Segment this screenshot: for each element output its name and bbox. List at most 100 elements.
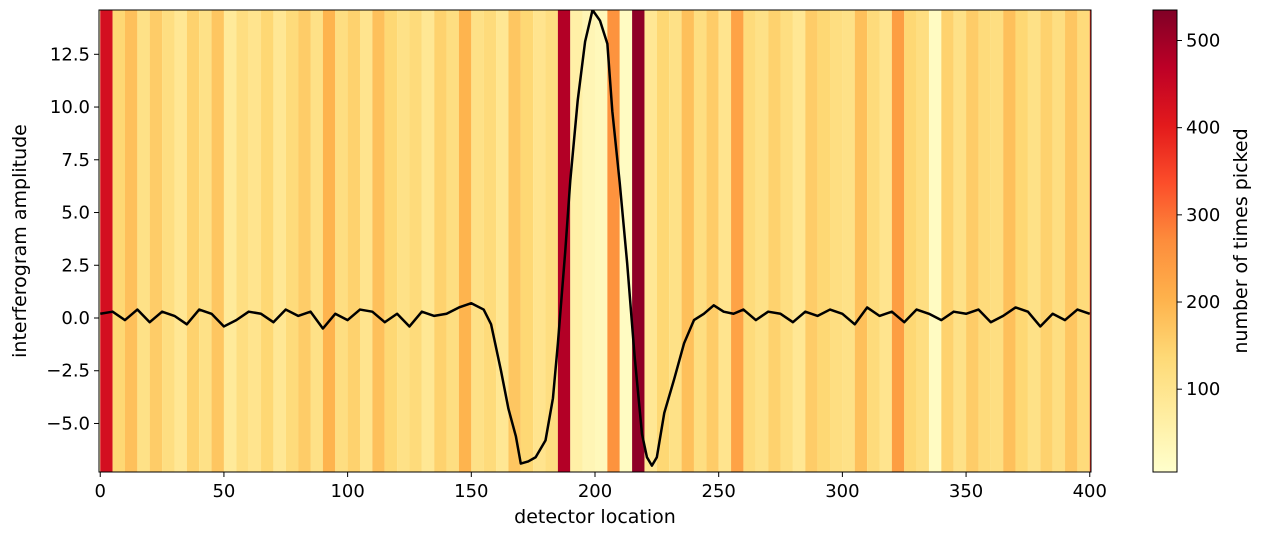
heat-stripe <box>780 10 793 472</box>
heat-stripe <box>879 10 892 472</box>
heat-stripe <box>124 10 138 472</box>
heat-stripe <box>1089 10 1091 472</box>
heat-stripe <box>174 10 187 472</box>
heat-stripe <box>137 10 150 472</box>
heat-stripes <box>100 10 1091 472</box>
heat-stripe <box>978 10 991 472</box>
heat-stripe <box>322 10 336 472</box>
heat-stripe <box>273 10 286 472</box>
x-tick-label: 350 <box>949 481 983 502</box>
colorbar-tick-label: 200 <box>1186 292 1220 313</box>
heat-stripe <box>755 10 769 472</box>
y-tick-label: 12.5 <box>50 44 90 65</box>
heat-stripe <box>595 10 608 472</box>
heat-stripe <box>805 10 818 472</box>
heat-stripe <box>533 10 546 472</box>
heat-stripe <box>582 10 595 472</box>
colorbar: 100 200 300 400 500 number of times picked <box>1152 9 1252 473</box>
heat-stripe <box>310 10 323 472</box>
plot-area <box>98 9 1092 473</box>
heat-stripe <box>953 10 967 472</box>
colorbar-gradient <box>1152 9 1178 473</box>
y-tick-label: 7.5 <box>61 150 90 171</box>
heat-stripe <box>508 10 521 472</box>
heat-stripe <box>557 10 571 472</box>
heat-stripe <box>706 10 719 472</box>
heat-stripe <box>298 10 311 472</box>
heat-stripe <box>867 10 880 472</box>
heat-stripe <box>446 10 459 472</box>
y-tick-label: 0.0 <box>61 308 90 329</box>
heat-stripe <box>731 10 744 472</box>
heat-stripe <box>372 10 385 472</box>
heat-stripe <box>644 10 657 472</box>
heat-stripe <box>966 10 979 472</box>
colorbar-tick-label: 100 <box>1186 379 1220 400</box>
heat-stripe <box>830 10 843 472</box>
interferogram-line <box>100 10 1091 467</box>
heat-stripe <box>842 10 855 472</box>
x-tick-label: 0 <box>95 481 106 502</box>
heat-stripe <box>904 10 917 472</box>
x-tick-label: 150 <box>454 481 488 502</box>
x-tick-label: 300 <box>825 481 859 502</box>
x-tick-label: 100 <box>330 481 364 502</box>
heat-stripe <box>656 10 670 472</box>
heat-stripe <box>384 10 398 472</box>
heat-stripe <box>681 10 694 472</box>
heat-stripe <box>483 10 497 472</box>
colorbar-ticks: 100 200 300 400 500 <box>1177 31 1220 400</box>
heat-stripe <box>718 10 732 472</box>
heat-stripe <box>693 10 707 472</box>
heat-stripe <box>458 10 472 472</box>
heat-stripe <box>792 10 806 472</box>
y-tick-label: 2.5 <box>61 255 90 276</box>
heat-stripe <box>199 10 212 472</box>
colorbar-tick-label: 500 <box>1186 31 1220 52</box>
heat-stripe <box>285 10 299 472</box>
heat-stripe <box>570 10 583 472</box>
heat-stripe <box>743 10 756 472</box>
y-axis: −5.0 −2.5 0.0 2.5 5.0 7.5 10.0 12.5 <box>46 44 99 434</box>
y-tick-label: −5.0 <box>46 413 90 434</box>
heat-stripe <box>916 10 929 472</box>
colorbar-tick-label: 400 <box>1186 118 1220 139</box>
x-tick-label: 200 <box>578 481 612 502</box>
heat-stripe <box>162 10 175 472</box>
heat-stripe <box>434 10 447 472</box>
heat-stripe <box>1015 10 1028 472</box>
heat-stripe <box>854 10 868 472</box>
heat-stripe <box>1003 10 1016 472</box>
y-tick-label: −2.5 <box>46 361 90 382</box>
heat-stripe <box>607 10 620 472</box>
x-axis-label: detector location <box>514 506 676 528</box>
x-tick-label: 400 <box>1073 481 1107 502</box>
heat-stripe <box>248 10 262 472</box>
heat-stripe <box>545 10 558 472</box>
y-tick-label: 10.0 <box>50 97 90 118</box>
heat-stripe <box>335 10 348 472</box>
heat-stripe <box>520 10 534 472</box>
heat-stripe <box>261 10 274 472</box>
heat-stripe <box>669 10 682 472</box>
y-tick-label: 5.0 <box>61 203 90 224</box>
heat-stripe <box>149 10 163 472</box>
heat-stripe <box>768 10 781 472</box>
x-tick-label: 250 <box>702 481 736 502</box>
heat-stripe <box>941 10 954 472</box>
heat-stripe <box>100 10 113 472</box>
heat-stripe <box>990 10 1004 472</box>
heat-stripe <box>186 10 200 472</box>
heat-stripe <box>817 10 831 472</box>
heat-stripe <box>471 10 484 472</box>
heat-stripe <box>1065 10 1078 472</box>
heat-stripe <box>112 10 125 472</box>
heat-stripe <box>359 10 373 472</box>
heat-stripe <box>891 10 905 472</box>
heat-stripe <box>1040 10 1053 472</box>
heat-stripe <box>1027 10 1041 472</box>
colorbar-tick-label: 300 <box>1186 205 1220 226</box>
x-tick-label: 50 <box>212 481 235 502</box>
colorbar-label: number of times picked <box>1230 128 1252 353</box>
